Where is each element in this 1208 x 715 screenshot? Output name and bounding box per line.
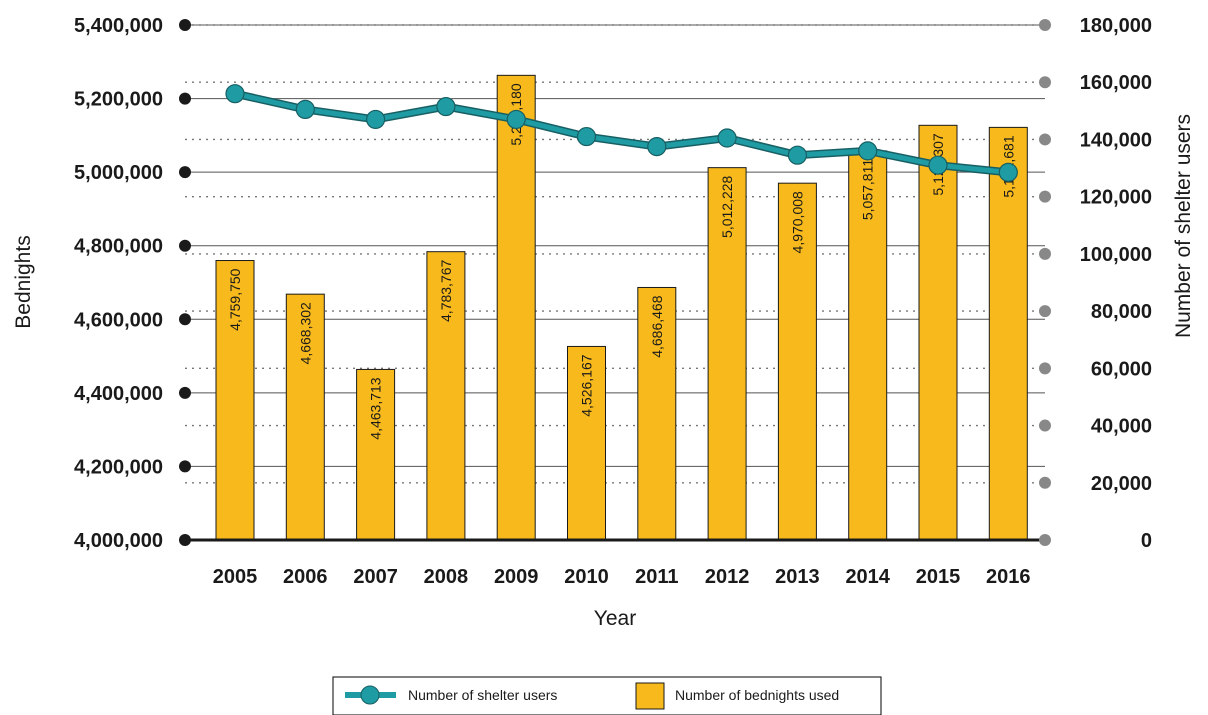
bar (356, 368, 396, 541)
left-tick-label: 4,200,000 (74, 456, 163, 478)
x-tick-label: 2013 (775, 566, 820, 588)
left-tick-label: 4,800,000 (74, 236, 163, 258)
left-tick-dot (179, 460, 191, 473)
bar-value-label: 5,057,811 (860, 159, 876, 220)
x-tick-label: 2016 (986, 566, 1031, 588)
bar (285, 293, 325, 541)
left-tick-label: 5,000,000 (74, 162, 163, 184)
x-tick-label: 2012 (705, 566, 750, 588)
bar (848, 150, 888, 541)
right-tick-label: 60,000 (1091, 358, 1152, 380)
bar (988, 126, 1028, 541)
bar (567, 345, 606, 541)
right-tick-dot (1039, 362, 1051, 375)
x-tick-label: 2008 (424, 566, 469, 588)
right-tick-label: 180,000 (1080, 15, 1152, 37)
bar-value-label: 4,668,302 (297, 302, 313, 364)
left-tick-label: 4,000,000 (74, 530, 163, 552)
bar (777, 182, 817, 541)
left-tick-dot (179, 239, 191, 252)
left-tick-label: 4,400,000 (74, 383, 163, 405)
shelter-users-point (295, 99, 315, 120)
right-tick-dot (1039, 305, 1051, 318)
right-tick-dot (1039, 76, 1051, 89)
x-tick-label: 2010 (564, 566, 609, 588)
legend-line-marker (360, 685, 380, 705)
shelter-users-point (225, 84, 245, 104)
bar-value-label: 4,759,750 (227, 268, 243, 330)
left-tick-dot (179, 19, 191, 31)
shelter-users-point (576, 126, 597, 147)
shelter-users-point (787, 145, 808, 165)
right-tick-label: 140,000 (1080, 129, 1152, 151)
bar-value-label: 4,783,767 (438, 259, 454, 321)
bar (215, 260, 255, 541)
right-tick-label: 0 (1141, 530, 1152, 552)
axis-layer: 4,000,000 4,200,000 4,400,000 4,600,000 4,80… (74, 15, 1152, 588)
shelter-users-point (366, 109, 386, 130)
right-tick-dot (1039, 19, 1051, 31)
bar-layer: 4,759,7504,668,3024,463,7134,783,7675,26… (185, 74, 1045, 542)
left-tick-label: 5,400,000 (74, 15, 163, 37)
x-axis-title: Year (594, 607, 636, 630)
x-tick-label: 2014 (845, 566, 890, 588)
shelter-users-point (717, 128, 737, 148)
legend: Number of shelter users Number of bednig… (332, 676, 882, 715)
x-tick-label: 2009 (494, 566, 539, 588)
bar-value-label: 4,970,008 (789, 191, 805, 253)
bar-value-label: 4,463,713 (368, 377, 384, 439)
bar (918, 124, 958, 541)
right-tick-dot (1039, 190, 1051, 203)
bar (496, 74, 536, 541)
right-tick-label: 100,000 (1080, 244, 1152, 266)
x-tick-label: 2006 (283, 566, 328, 588)
legend-box (332, 676, 882, 715)
right-axis-title: Number of shelter users (1172, 114, 1195, 338)
left-tick-dot (179, 313, 191, 326)
legend-bar-swatch (635, 682, 665, 710)
left-tick-dot (179, 166, 191, 179)
right-tick-dot (1039, 419, 1051, 432)
shelter-users-point (858, 141, 878, 161)
right-tick-label: 20,000 (1091, 473, 1152, 495)
line-layer (225, 84, 1018, 182)
right-tick-dot (1039, 476, 1051, 489)
shelter-users-point (998, 162, 1018, 182)
left-tick-label: 4,600,000 (74, 309, 163, 331)
bar (637, 286, 677, 541)
bar-value-label: 5,012,228 (719, 175, 735, 237)
bar (426, 251, 466, 541)
legend-label-shelter-users: Number of shelter users (408, 687, 557, 703)
shelter-users-line-outline (234, 89, 1009, 177)
bar-value-label: 4,526,167 (579, 354, 595, 416)
legend-label-bednights: Number of bednights used (675, 687, 839, 703)
left-tick-dot (179, 92, 191, 105)
bar (707, 167, 747, 541)
x-tick-label: 2015 (916, 566, 961, 588)
x-tick-label: 2011 (635, 566, 678, 588)
shelter-users-point (436, 96, 456, 117)
right-tick-dot (1039, 247, 1051, 260)
right-tick-label: 80,000 (1091, 301, 1152, 323)
left-tick-label: 5,200,000 (74, 89, 163, 111)
bar-value-label: 4,686,468 (649, 295, 665, 357)
shelter-users-point (647, 136, 667, 157)
left-axis-title: Bednights (12, 235, 35, 328)
shelter-users-point (928, 155, 948, 175)
right-tick-dot (1039, 534, 1051, 546)
right-tick-label: 160,000 (1080, 72, 1152, 94)
right-tick-label: 40,000 (1091, 416, 1152, 438)
left-tick-dot (179, 386, 191, 399)
shelter-users-point (506, 109, 526, 130)
right-tick-dot (1039, 133, 1051, 146)
right-tick-label: 120,000 (1080, 187, 1152, 209)
left-tick-dot (179, 534, 191, 546)
shelter-users-line (234, 91, 1009, 175)
x-tick-label: 2005 (213, 566, 258, 588)
x-tick-label: 2007 (353, 566, 398, 588)
